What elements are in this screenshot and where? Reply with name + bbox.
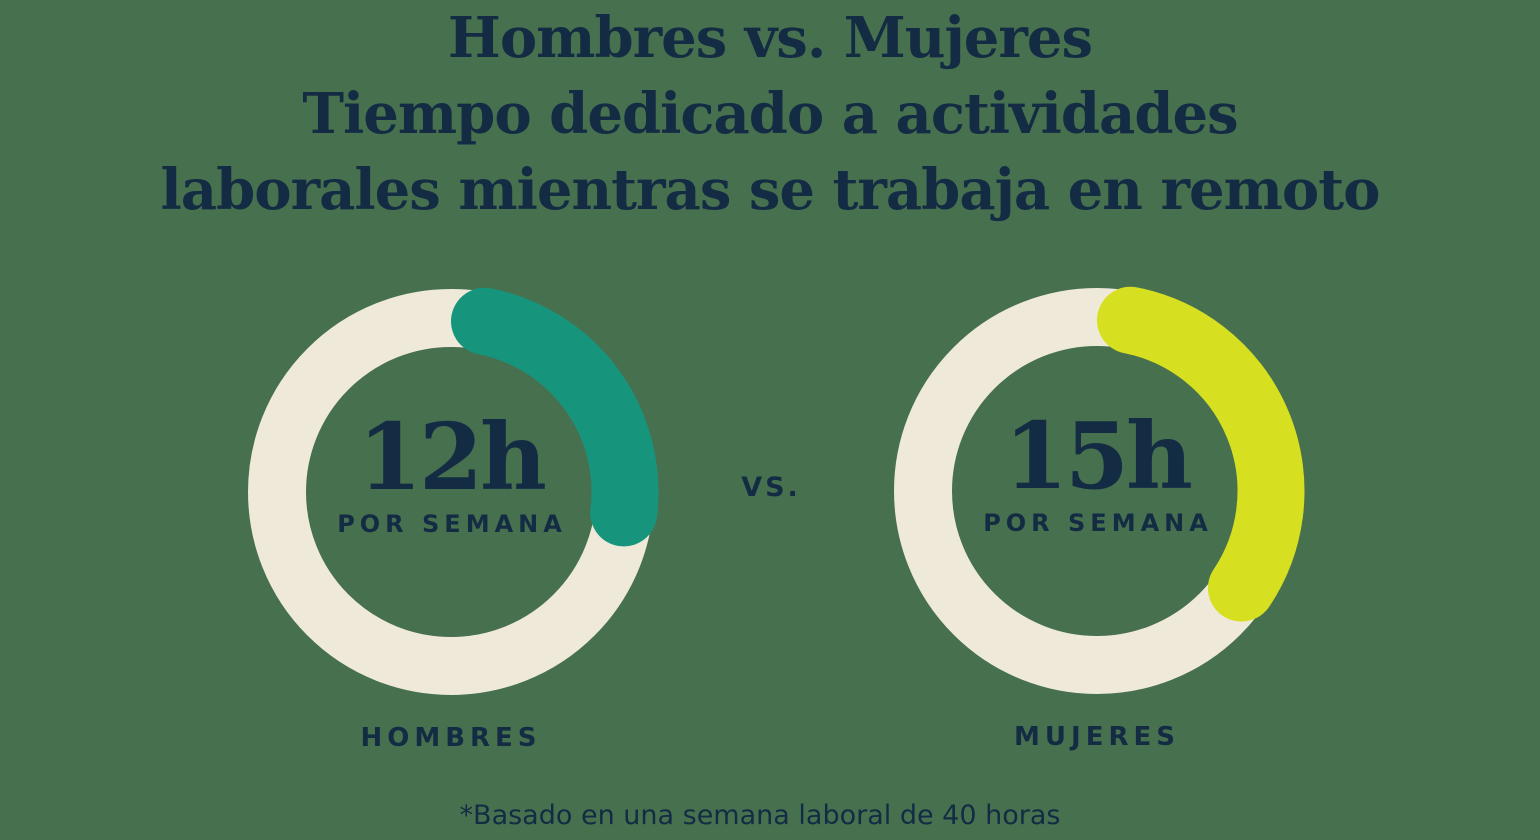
donut-center-text-hombres: 12h POR SEMANA: [241, 403, 661, 538]
donut-ring-mujeres: [894, 286, 1305, 694]
donut-ring-hombres: [248, 287, 659, 695]
page-title-line-2: Tiempo dedicado a actividades: [302, 81, 1238, 147]
hours-value-mujeres: 15h: [1004, 402, 1193, 510]
donut-chart-mujeres: 15h POR SEMANA MUJERES: [887, 281, 1307, 752]
donut-progress-arc: [451, 287, 659, 547]
page-title-line-1: Hombres vs. Mujeres: [447, 5, 1093, 71]
hours-value-hombres: 12h: [358, 403, 547, 511]
hours-unit-mujeres: POR SEMANA: [983, 509, 1213, 537]
hours-unit-hombres: POR SEMANA: [337, 510, 567, 538]
donut-chart-hombres: 12h POR SEMANA HOMBRES: [241, 282, 661, 753]
page-title: Hombres vs. Mujeres Tiempo dedicado a ac…: [0, 0, 1540, 228]
vs-label: VS.: [741, 472, 801, 503]
donut-center-text-mujeres: 15h POR SEMANA: [887, 402, 1307, 537]
footnote: *Basado en una semana laboral de 40 hora…: [459, 800, 1061, 831]
donut-progress-arc: [1097, 286, 1305, 622]
page-title-line-3: laborales mientras se trabaja en remoto: [160, 157, 1381, 223]
group-label-mujeres: MUJERES: [1014, 722, 1180, 752]
group-label-hombres: HOMBRES: [360, 723, 542, 753]
